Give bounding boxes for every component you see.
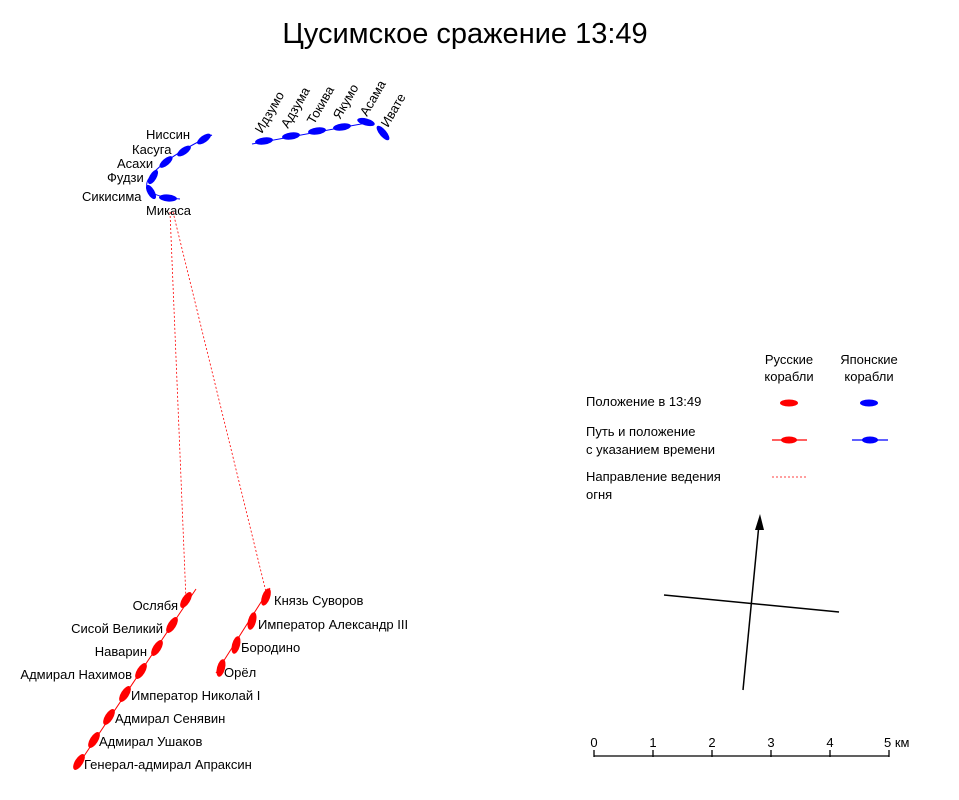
legend-path-label-2: с указанием времени	[586, 442, 715, 457]
ship-label-sisoy: Сисой Великий	[71, 621, 163, 636]
ship-marker-oryol	[216, 659, 226, 677]
ship-marker-borodino	[231, 636, 241, 654]
ship-label-oslyabya: Ослябя	[133, 598, 178, 613]
ship-label-tokiwa: Токива	[304, 83, 338, 127]
ship-label-borodino: Бородино	[241, 640, 300, 655]
ship-marker-alexander	[247, 612, 257, 630]
russian-track-right	[215, 587, 271, 674]
ship-marker-apraksin	[73, 754, 85, 770]
ship-marker-oslyabya	[180, 592, 192, 608]
ship-label-apraksin: Генерал-адмирал Апраксин	[84, 757, 252, 772]
fire-line-mikasa-suvorov	[172, 211, 267, 593]
ship-marker-mikasa	[159, 194, 177, 202]
scale-tick-0: 0	[590, 735, 597, 750]
ship-marker-nisshin	[197, 133, 211, 145]
ship-label-izumo: Идзумо	[252, 89, 288, 136]
ship-label-nakhimov: Адмирал Нахимов	[20, 667, 132, 682]
ship-label-yakumo: Якумо	[330, 81, 362, 121]
legend-fire-label-2: огня	[586, 487, 612, 502]
ship-marker-asama	[357, 117, 375, 127]
ship-marker-suvorov	[261, 588, 271, 606]
ship-label-suvorov: Князь Суворов	[274, 593, 363, 608]
ship-marker-sisoy	[166, 617, 178, 633]
legend-russian-position-icon	[780, 399, 798, 407]
ship-label-alexander: Император Александр III	[258, 617, 408, 632]
ship-marker-asahi	[159, 156, 173, 168]
ship-label-fuji: Фудзи	[107, 170, 144, 185]
ship-marker-azuma	[282, 132, 300, 140]
legend-position-label: Положение в 13:49	[586, 394, 701, 409]
ship-label-shikishima: Сикисима	[82, 189, 142, 204]
legend-japanese-path-icon	[862, 436, 878, 444]
legend-col-japanese-1: Японские	[840, 352, 898, 367]
ship-marker-kasuga	[177, 145, 191, 157]
ship-label-ushakov: Адмирал Ушаков	[99, 734, 203, 749]
ship-marker-navarin	[151, 640, 163, 656]
ship-marker-shikishima	[145, 184, 157, 200]
diagram-title: Цусимское сражение 13:49	[282, 18, 648, 50]
ship-label-azuma: Адзума	[278, 84, 314, 131]
legend-col-japanese-2: корабли	[844, 369, 893, 384]
legend-fire-label-1: Направление ведения	[586, 469, 721, 484]
ship-marker-nikolai	[119, 686, 131, 702]
ship-marker-nakhimov	[135, 663, 147, 679]
compass	[663, 514, 840, 691]
russian-ships	[73, 588, 271, 770]
ship-label-senyavin: Адмирал Сенявин	[115, 711, 225, 726]
ship-label-nikolai: Император Николай I	[131, 688, 260, 703]
legend-russian-path-icon	[781, 436, 797, 444]
ship-label-kasuga: Касуга	[132, 142, 172, 157]
scale-tick-2: 2	[708, 735, 715, 750]
ship-label-navarin: Наварин	[95, 644, 147, 659]
ship-marker-tokiwa	[308, 127, 326, 135]
ship-marker-senyavin	[103, 709, 115, 725]
compass-north-line	[742, 523, 760, 691]
ship-label-oryol: Орёл	[224, 665, 256, 680]
scale-tick-4: 4	[826, 735, 833, 750]
japanese-ships	[145, 117, 390, 202]
legend-col-russian-2: корабли	[764, 369, 813, 384]
scale-tick-1: 1	[649, 735, 656, 750]
scale-tick-3: 3	[767, 735, 774, 750]
legend-col-russian-1: Русские	[765, 352, 813, 367]
ship-label-mikasa: Микаса	[146, 203, 192, 218]
compass-arrow-icon	[755, 514, 764, 530]
legend: Русские корабли Японские корабли Положен…	[586, 352, 898, 502]
legend-japanese-position-icon	[860, 399, 878, 407]
ship-marker-yakumo	[333, 123, 351, 131]
legend-path-label-1: Путь и положение	[586, 424, 695, 439]
ship-label-nisshin: Ниссин	[146, 127, 190, 142]
scale-bar	[593, 750, 890, 757]
scale-tick-5: 5 км	[884, 735, 910, 750]
ship-marker-iwate	[376, 125, 390, 141]
ship-marker-fuji	[147, 169, 159, 185]
fire-line-mikasa-oslyabya	[169, 211, 187, 601]
ship-label-asahi: Асахи	[117, 156, 153, 171]
ship-marker-izumo	[255, 137, 273, 145]
ship-marker-ushakov	[88, 732, 100, 748]
